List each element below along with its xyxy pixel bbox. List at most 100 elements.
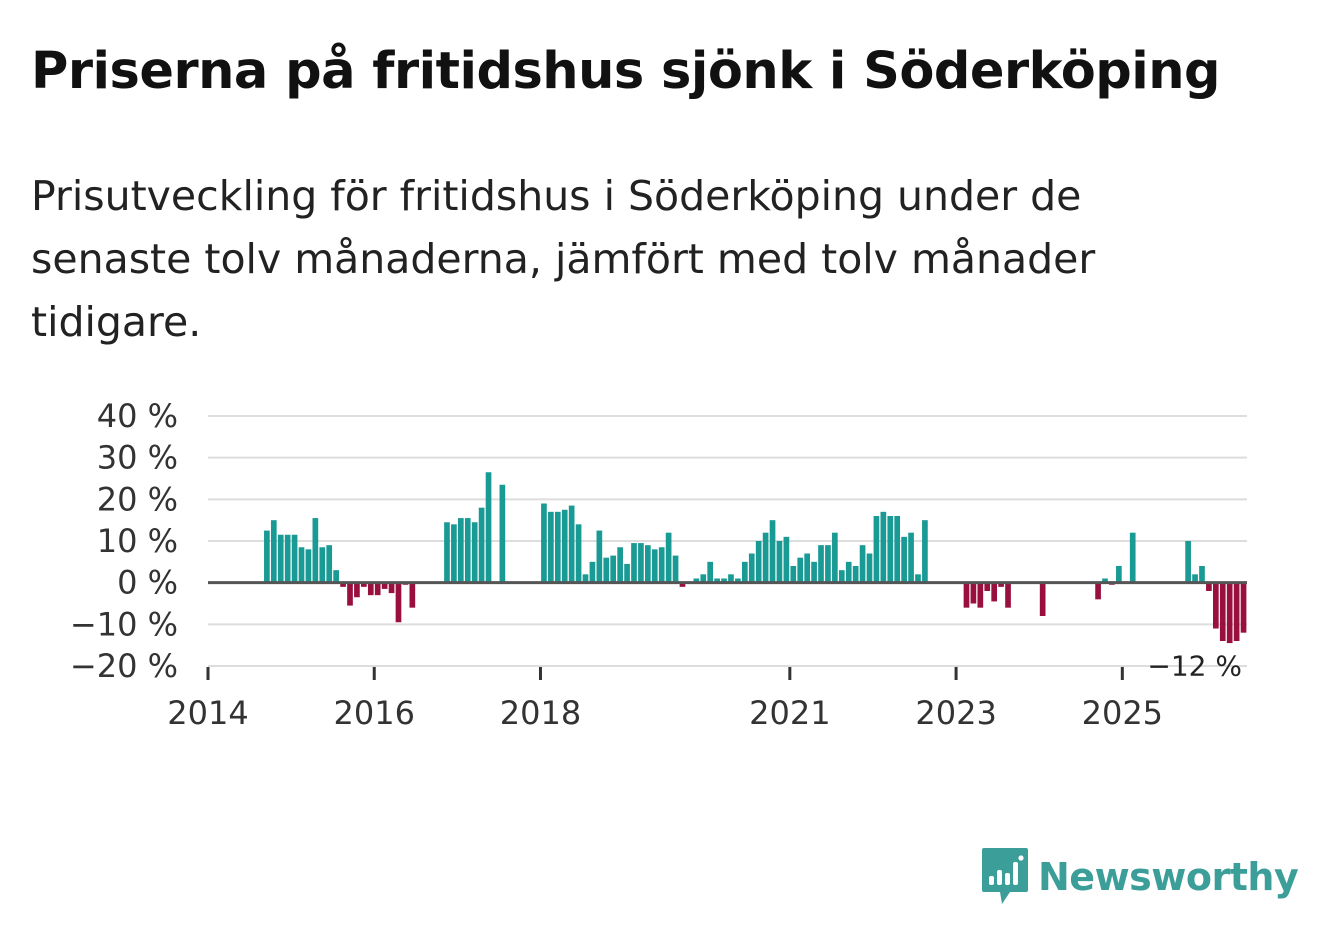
bar [915, 574, 921, 583]
bar [700, 574, 707, 583]
bar [811, 561, 817, 583]
bar [707, 561, 714, 583]
bar [388, 582, 395, 594]
bar [374, 582, 381, 596]
y-tick-label: −20 % [70, 647, 178, 685]
bar [367, 582, 374, 596]
bar [361, 582, 367, 587]
bar [852, 566, 859, 583]
bar [755, 541, 762, 583]
bar [797, 557, 804, 583]
bar [319, 547, 326, 583]
bar [832, 532, 838, 583]
bar [333, 570, 339, 583]
bar [499, 484, 506, 583]
bars [264, 472, 1247, 644]
bar [457, 518, 464, 583]
bar [277, 534, 284, 583]
y-tick-label: 0 % [117, 564, 178, 602]
bar [291, 534, 298, 583]
bar [859, 545, 866, 583]
bar [554, 511, 561, 583]
bar [1102, 578, 1108, 583]
bar [347, 582, 353, 606]
x-tick-label: 2021 [749, 694, 830, 732]
bar [589, 561, 596, 583]
bar [894, 516, 901, 583]
x-tick-label: 2014 [167, 694, 248, 732]
bar [471, 522, 478, 583]
bar [825, 545, 831, 583]
y-tick-label: 30 % [97, 439, 178, 477]
gridlines [208, 415, 1247, 667]
bar [721, 578, 727, 583]
bar [970, 582, 977, 604]
bar [624, 563, 630, 583]
bar [984, 582, 991, 591]
bar [922, 520, 928, 583]
bar-chart: 40 %30 %20 %10 %0 %−10 %−20 % 2014 2016 20… [70, 397, 1247, 732]
bar [464, 518, 471, 583]
y-tick-label: 10 % [97, 522, 178, 560]
chart-subtitle: Prisutveckling för fritidshus i Söderköp… [31, 172, 1096, 346]
bar [561, 509, 568, 583]
bar [818, 545, 824, 583]
bar [1240, 582, 1247, 633]
bar [582, 574, 589, 583]
bar [284, 534, 291, 583]
bar [1206, 582, 1212, 591]
bar [866, 553, 873, 583]
bar [409, 582, 416, 608]
bar [638, 543, 644, 583]
bar [776, 541, 783, 583]
bar [887, 516, 894, 583]
bar [963, 582, 970, 608]
bar [1219, 582, 1226, 641]
x-tick-label: 2018 [500, 694, 581, 732]
bar [1116, 566, 1122, 583]
bar [541, 503, 547, 583]
bar [977, 582, 984, 608]
newsworthy-logo-text: Newsworthy [1038, 855, 1299, 899]
bar [762, 532, 769, 583]
bar [790, 566, 797, 583]
newsworthy-logo-icon [982, 848, 1028, 904]
y-tick-label: 40 % [97, 397, 178, 435]
bar [485, 472, 492, 583]
bar [838, 570, 845, 583]
bar [783, 536, 790, 583]
y-tick-label: −10 % [70, 605, 178, 643]
bar [804, 553, 810, 583]
bar [395, 582, 402, 623]
bar [631, 543, 637, 583]
bar [672, 555, 679, 583]
bar [548, 511, 554, 583]
bar [748, 553, 755, 583]
bar [728, 574, 734, 583]
bar [381, 582, 388, 589]
bar [568, 505, 575, 583]
bar [1212, 582, 1219, 629]
bar [741, 561, 748, 583]
bar [658, 547, 665, 583]
bar [1129, 532, 1136, 583]
bar [714, 578, 720, 583]
bar [444, 522, 450, 583]
bar [1226, 582, 1233, 644]
end-value-label: −12 % [1147, 650, 1242, 683]
bar [998, 582, 1004, 587]
bar [354, 582, 360, 598]
bar [264, 530, 270, 583]
bar [901, 536, 907, 583]
bar [1185, 541, 1191, 583]
newsworthy-logo: Newsworthy [980, 846, 1299, 908]
bar [1039, 582, 1046, 616]
x-tick-label: 2025 [1082, 694, 1163, 732]
bar [1192, 574, 1198, 583]
bar [845, 561, 852, 583]
bar [298, 547, 305, 583]
x-axis: 2014 2016 2018 2021 2023 2025 [167, 667, 1163, 732]
bar [769, 520, 776, 583]
bar [478, 507, 485, 583]
bar [679, 582, 686, 587]
